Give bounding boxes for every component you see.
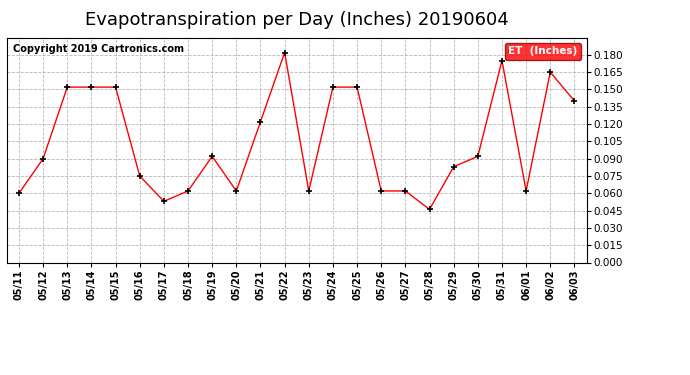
Legend: ET  (Inches): ET (Inches): [505, 43, 581, 60]
Text: Evapotranspiration per Day (Inches) 20190604: Evapotranspiration per Day (Inches) 2019…: [85, 11, 509, 29]
Text: Copyright 2019 Cartronics.com: Copyright 2019 Cartronics.com: [12, 44, 184, 54]
